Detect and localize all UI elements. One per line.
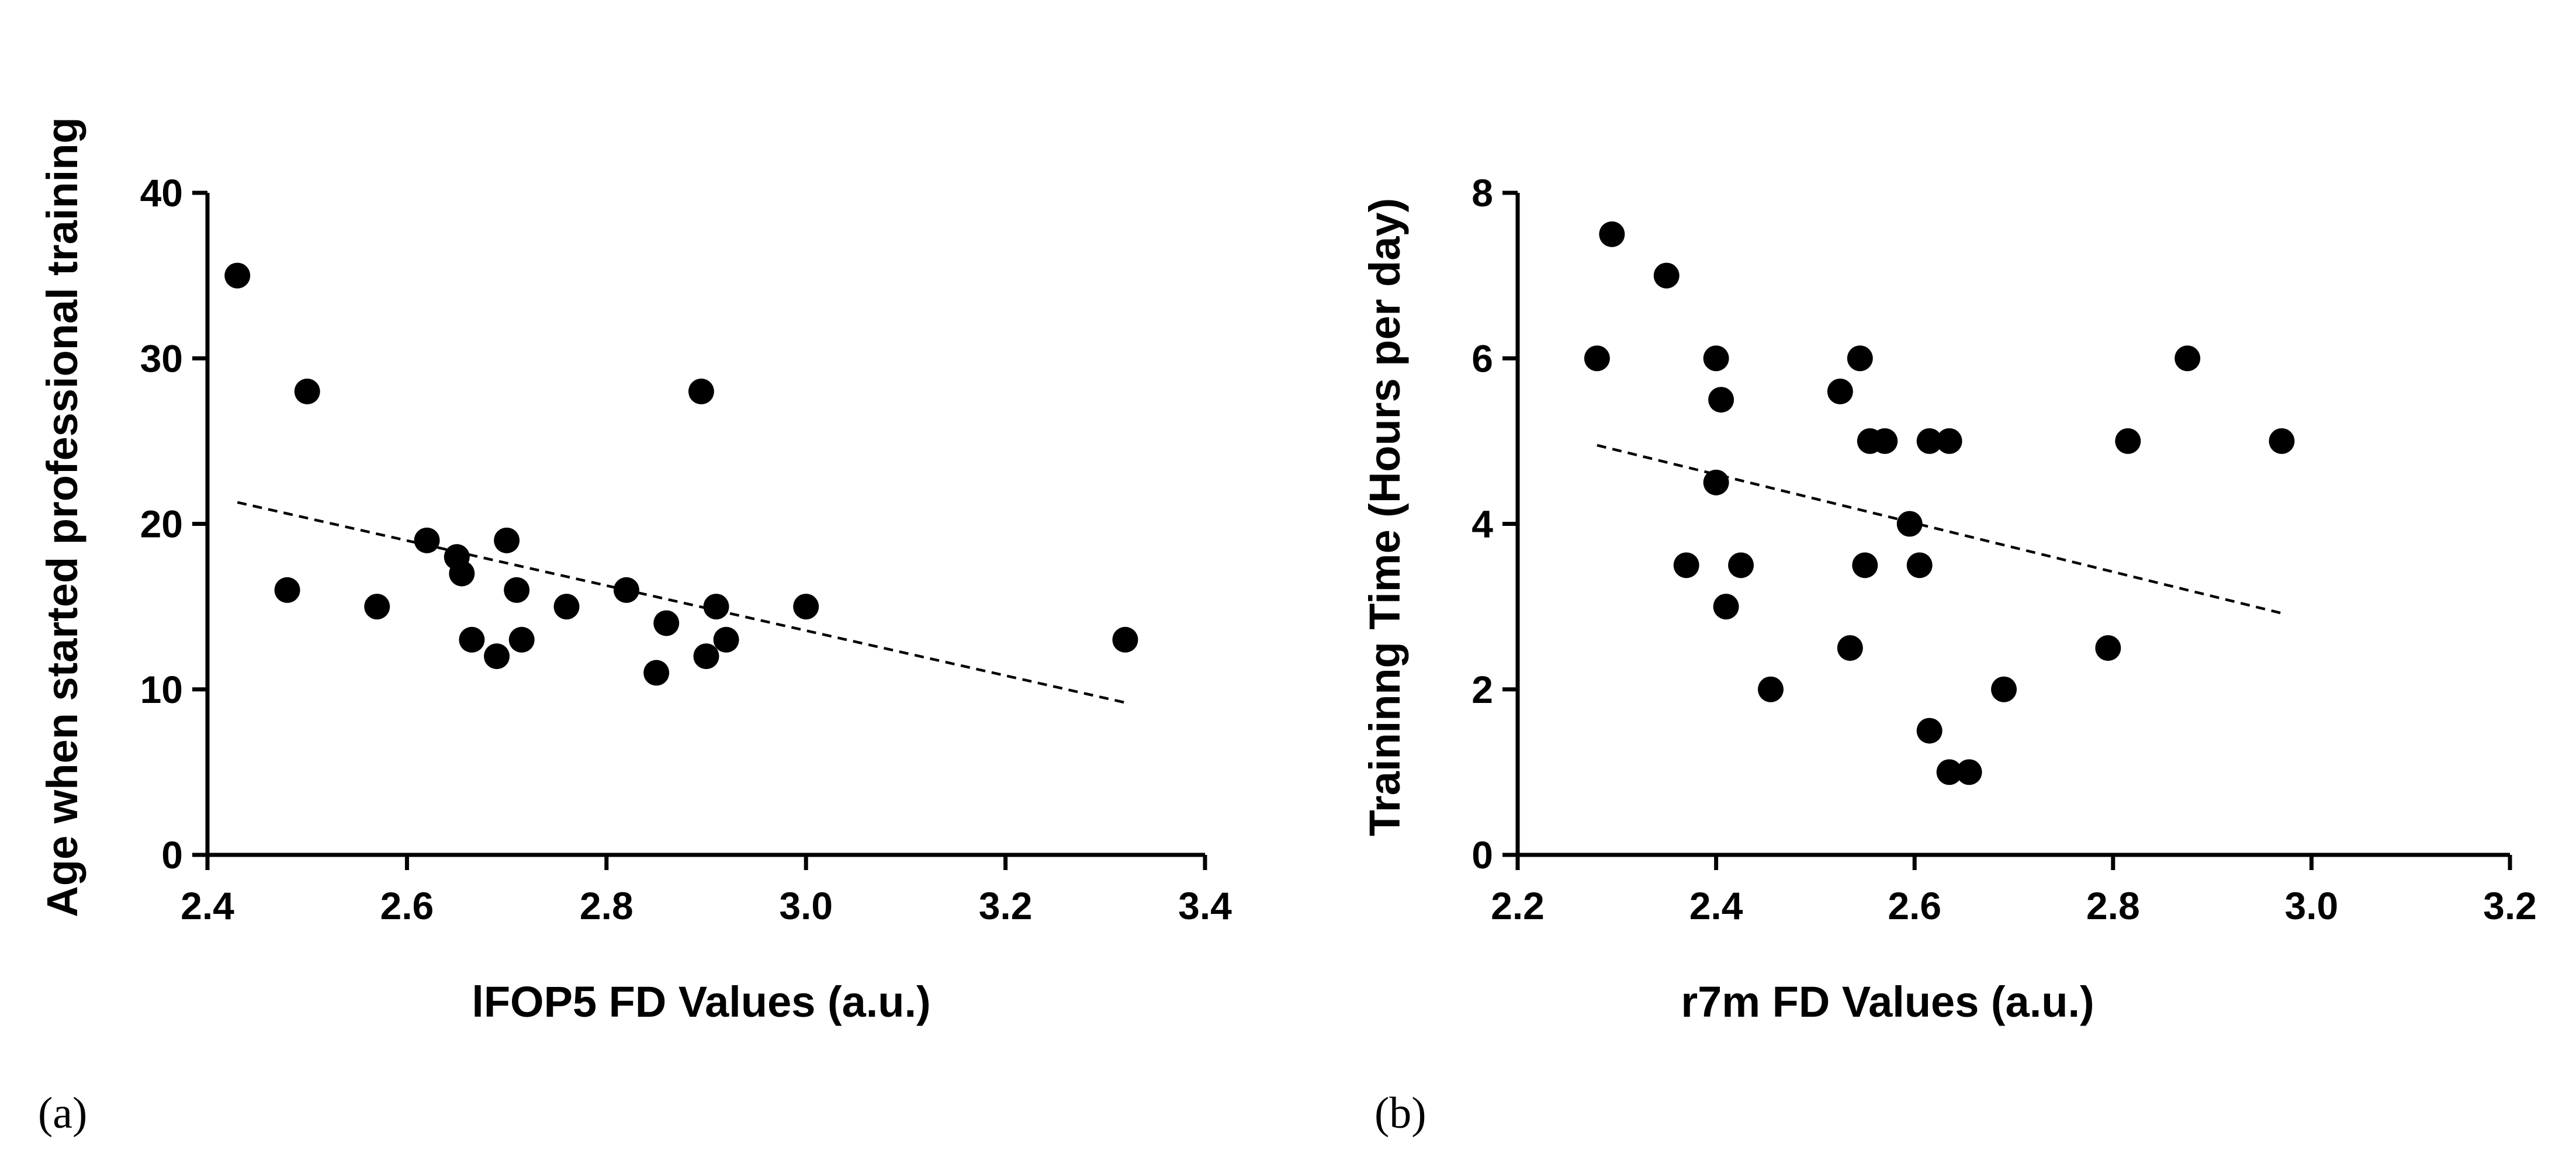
x-tick-label: 2.2	[1491, 884, 1545, 927]
y-tick-label: 40	[140, 171, 183, 214]
x-tick-label: 2.8	[580, 884, 633, 927]
panel-label-b: (b)	[1374, 1089, 1427, 1138]
data-point	[1584, 345, 1610, 372]
x-tick-label: 3.2	[2483, 884, 2537, 927]
data-point	[1956, 759, 1982, 785]
trendline-a	[237, 501, 1126, 704]
trendline-b	[1597, 444, 2282, 615]
data-point	[2269, 428, 2295, 454]
data-point	[613, 577, 639, 603]
data-point	[1112, 626, 1138, 653]
data-point	[504, 577, 530, 603]
data-point	[643, 660, 670, 686]
y-tick-label: 0	[161, 833, 183, 876]
data-point	[274, 577, 300, 603]
data-point	[494, 527, 520, 553]
data-point	[1916, 428, 1943, 454]
panel-label-a: (a)	[38, 1089, 87, 1138]
data-point	[713, 626, 739, 653]
y-tick-label: 20	[140, 503, 183, 546]
data-points-a	[224, 262, 1138, 686]
x-tick-label: 2.8	[2086, 884, 2140, 927]
x-tick-label: 2.4	[1689, 884, 1743, 927]
data-point	[793, 594, 819, 620]
x-axis-ticks-b: 2.2 2.4 2.6 2.8 3.0 3.2	[1491, 855, 2537, 927]
x-axis-title-b: r7m FD Values (a.u.)	[1681, 978, 2094, 1026]
x-axis-title-a: lFOP5 FD Values (a.u.)	[472, 978, 930, 1026]
data-point	[1991, 676, 2017, 702]
x-tick-label: 3.2	[979, 884, 1033, 927]
axes-a	[205, 193, 1205, 857]
data-point	[1673, 552, 1699, 578]
data-point	[1872, 428, 1898, 454]
chart-panel-b: Traininng Time (Hours per day) r7m FD Va…	[1360, 171, 2537, 1138]
data-point	[414, 527, 440, 553]
data-point	[294, 378, 320, 404]
data-point	[364, 594, 390, 620]
y-tick-label: 6	[1471, 337, 1493, 380]
data-point	[1599, 221, 1625, 247]
data-point	[1708, 387, 1734, 413]
data-point	[508, 626, 535, 653]
y-axis-ticks-b: 0 2 4 6 8	[1471, 171, 1518, 876]
y-tick-label: 2	[1471, 668, 1493, 711]
data-point	[703, 594, 729, 620]
y-tick-label: 30	[140, 337, 183, 380]
data-point	[1757, 676, 1784, 702]
data-point	[553, 594, 580, 620]
data-point	[688, 378, 714, 404]
data-point	[449, 560, 475, 587]
data-point	[1916, 718, 1943, 744]
data-point	[1906, 552, 1933, 578]
data-point	[459, 626, 485, 653]
data-point	[1847, 345, 1873, 372]
y-tick-label: 4	[1471, 503, 1493, 546]
y-tick-label: 10	[140, 668, 183, 711]
axes-b	[1515, 193, 2510, 857]
data-point	[1936, 759, 1962, 785]
data-point	[1936, 428, 1962, 454]
x-tick-label: 2.6	[380, 884, 434, 927]
chart-panel-a: Age when started professional training l…	[38, 117, 1232, 1138]
data-points-b	[1584, 221, 2295, 785]
data-point	[224, 262, 251, 289]
x-tick-label: 3.4	[1178, 884, 1232, 927]
data-point	[1896, 511, 1923, 537]
trendline-b	[1597, 444, 2282, 615]
y-axis-title-b: Traininng Time (Hours per day)	[1360, 198, 1409, 836]
x-tick-label: 3.0	[2285, 884, 2339, 927]
data-point	[1827, 378, 1853, 404]
y-tick-label: 0	[1471, 833, 1493, 876]
data-point	[2095, 635, 2121, 661]
data-point	[1713, 594, 1739, 620]
data-point	[1837, 635, 1863, 661]
data-point	[1703, 345, 1729, 372]
data-point	[484, 643, 510, 670]
x-tick-label: 2.6	[1888, 884, 1941, 927]
y-tick-label: 8	[1471, 171, 1493, 214]
x-axis-ticks-a: 2.4 2.6 2.8 3.0 3.2 3.4	[181, 855, 1232, 927]
data-point	[1852, 552, 1878, 578]
trendline-a	[237, 501, 1126, 704]
data-point	[1703, 469, 1729, 496]
x-tick-label: 3.0	[779, 884, 833, 927]
data-point	[693, 643, 719, 670]
y-axis-ticks-a: 0 10 20 30 40	[140, 171, 207, 876]
data-point	[1728, 552, 1754, 578]
data-point	[1653, 262, 1680, 289]
x-tick-label: 2.4	[181, 884, 234, 927]
y-axis-title-a: Age when started professional training	[38, 117, 86, 917]
data-point	[2175, 345, 2201, 372]
data-point	[2115, 428, 2141, 454]
data-point	[653, 610, 680, 636]
